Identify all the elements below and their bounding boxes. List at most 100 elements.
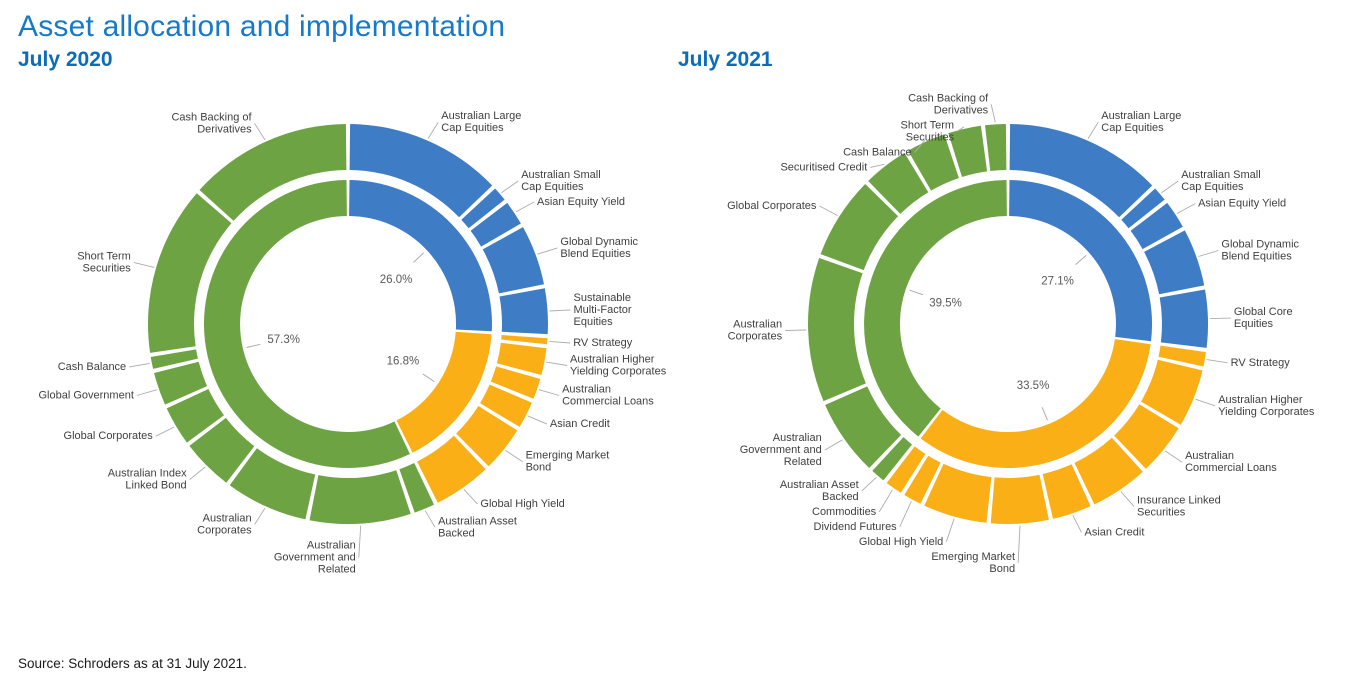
outer-ring-segment — [501, 335, 548, 345]
outer-ring-segment — [470, 202, 521, 247]
outer-ring-segment — [985, 124, 1007, 171]
segment-label: Global Corporates — [727, 200, 817, 212]
label-leader-line — [427, 121, 439, 139]
label-leader-line — [537, 247, 558, 255]
label-leader-line — [870, 163, 885, 168]
outer-ring-segment — [349, 124, 493, 218]
segment-label: Australian Small Cap Equities — [521, 169, 600, 193]
outer-ring-segment — [1159, 289, 1209, 348]
segment-label: Global Core Equities — [1234, 306, 1293, 330]
outer-ring-segment — [148, 193, 232, 353]
label-leader-line — [463, 488, 478, 505]
segment-label: Australian Higher Yielding Corporates — [1218, 394, 1315, 418]
outer-ring-segment — [808, 258, 866, 402]
label-leader-line — [254, 123, 266, 141]
outer-ring-segment — [990, 474, 1049, 524]
label-leader-line — [1161, 180, 1179, 194]
outer-ring-segment — [189, 417, 255, 483]
label-leader-line — [189, 466, 206, 481]
segment-label: Insurance Linked Securities — [1137, 494, 1221, 518]
label-leader-line — [899, 501, 912, 528]
outer-ring-segment — [166, 389, 224, 443]
inner-pct-label: 27.1% — [1041, 276, 1074, 288]
label-leader-line — [155, 426, 175, 437]
label-leader-line — [254, 507, 266, 525]
segment-label: RV Strategy — [1231, 357, 1291, 369]
segment-label: Asian Credit — [550, 418, 610, 430]
outer-ring-segment — [229, 448, 316, 520]
outer-ring-segment — [825, 386, 902, 468]
outer-ring-segment — [948, 125, 988, 177]
label-leader-line — [549, 340, 571, 344]
outer-ring-segment — [908, 134, 959, 191]
label-leader-line — [990, 104, 996, 123]
label-leader-line — [956, 126, 965, 132]
label-leader-line — [1176, 203, 1196, 214]
segment-label: Australian Commercial Loans — [1185, 450, 1277, 474]
outer-ring-segment — [154, 361, 208, 405]
label-leader-line — [515, 201, 535, 213]
label-leader-line — [1164, 450, 1183, 463]
chart-block-july-2021: July 2021 27.1% 33.5% 39.5% Australian Larg… — [678, 46, 1338, 644]
outer-ring-segment — [1158, 345, 1206, 367]
segment-label: Australian Corporates — [197, 513, 252, 537]
segment-label: Commodities — [812, 506, 877, 518]
pct-leader-line — [422, 373, 435, 383]
segment-label: Sustainable Multi-Factor Equities — [574, 292, 632, 328]
segment-label: Cash Balance — [58, 361, 127, 373]
segment-label: Securitised Credit — [780, 161, 867, 173]
segment-label: Asian Credit — [1085, 526, 1145, 538]
outer-ring-segment — [490, 366, 541, 399]
segment-label: Australian Government and Related — [740, 432, 822, 468]
segment-label: Australian Small Cap Equities — [1181, 169, 1260, 193]
inner-ring-segment — [349, 180, 492, 332]
donut-chart-july-2021: 27.1% 33.5% 39.5% Australian Large Cap Equit… — [727, 92, 1315, 575]
label-leader-line — [1195, 398, 1216, 407]
segment-label: Global Corporates — [64, 430, 154, 442]
label-leader-line — [549, 309, 571, 312]
segment-label: Global Dynamic Blend Equities — [560, 236, 638, 260]
inner-ring-segment — [1009, 180, 1153, 342]
outer-ring-segment — [1074, 437, 1143, 505]
label-leader-line — [527, 415, 548, 425]
outer-ring-segment — [886, 446, 926, 493]
label-leader-line — [824, 439, 843, 451]
pct-leader-line — [413, 252, 425, 263]
label-leader-line — [1087, 121, 1099, 139]
source-note: Source: Schroders as at 31 July 2021. — [18, 656, 247, 671]
donut-chart-july-2020: 26.0% 16.8% 57.3% Australian Large Cap Equit… — [39, 110, 667, 575]
segment-label: Australian Higher Yielding Corporates — [570, 354, 667, 378]
segment-label: Cash Balance — [843, 146, 912, 158]
segment-label: Global High Yield — [480, 498, 564, 510]
label-leader-line — [133, 261, 155, 268]
outer-ring-segment — [904, 455, 941, 504]
label-leader-line — [945, 518, 955, 543]
segment-label: Short Term Securities — [901, 119, 955, 143]
label-leader-line — [136, 389, 158, 396]
label-leader-line — [1072, 515, 1082, 533]
outer-ring-segment — [1121, 188, 1165, 229]
label-leader-line — [1120, 491, 1135, 507]
segment-label: Australian Asset Backed — [438, 515, 517, 539]
segment-label: Australian Index Linked Bond — [108, 468, 187, 492]
inner-pct-label: 26.0% — [380, 274, 413, 286]
segment-label: Global Government — [39, 390, 134, 402]
outer-ring-segment — [1130, 202, 1183, 250]
label-leader-line — [861, 476, 877, 492]
segment-label: Asian Equity Yield — [1198, 198, 1286, 210]
outer-ring-segment — [482, 227, 544, 294]
label-leader-line — [424, 510, 436, 528]
segment-label: Australian Large Cap Equities — [1101, 110, 1181, 134]
label-leader-line — [1209, 317, 1231, 320]
chart-title-july-2020: July 2020 — [18, 48, 113, 71]
inner-ring-segment — [920, 339, 1151, 468]
segment-label: Cash Backing of Derivatives — [171, 112, 252, 136]
pct-leader-line — [1075, 255, 1087, 266]
segment-label: Global Dynamic Blend Equities — [1221, 239, 1299, 263]
outer-ring-segment — [461, 188, 505, 229]
label-leader-line — [878, 489, 893, 513]
outer-ring-segment — [499, 288, 548, 335]
label-leader-line — [505, 450, 523, 463]
segment-label: Emerging Market Bond — [526, 450, 610, 474]
